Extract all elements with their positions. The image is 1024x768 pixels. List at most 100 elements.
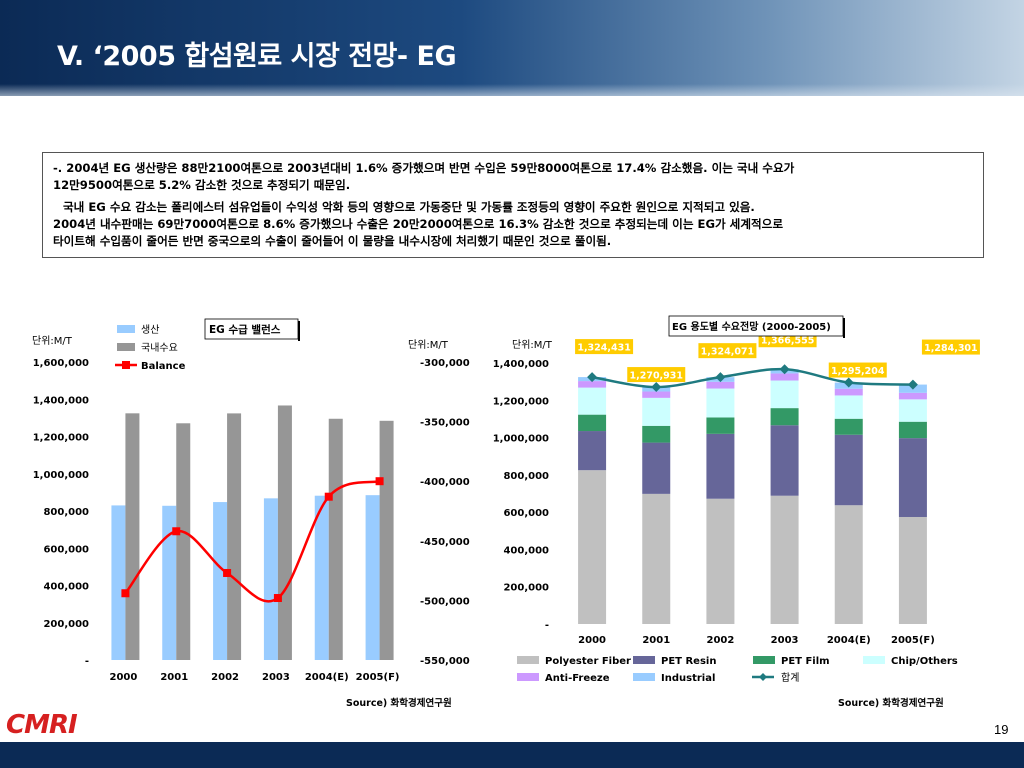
x-tick-label: 2004(E) <box>827 635 871 646</box>
summary-paragraph-2: 국내 EG 수요 감소는 폴리에스터 섬유업들이 수익성 악화 등의 영향으로 … <box>53 199 973 250</box>
y-tick-label: 200,000 <box>503 583 549 594</box>
summary-textbox: -. 2004년 EG 생산량은 88만2100여톤으로 2003년대비 1.6… <box>42 152 984 258</box>
legend-label: 국내수요 <box>141 342 178 354</box>
summary-line: 타이트해 수입품이 줄어든 반면 중국으로의 수출이 줄어들어 이 물량을 내수… <box>53 234 612 248</box>
source-label: Source) 화학경제연구원 <box>838 697 944 709</box>
stack-segment <box>770 373 799 381</box>
legend-label: Industrial <box>661 673 715 684</box>
x-tick-label: 2003 <box>262 672 290 683</box>
stack-segment <box>642 425 671 443</box>
total-label-box <box>921 339 980 355</box>
y-tick-label: 800,000 <box>503 471 549 482</box>
x-tick-label: 2000 <box>578 635 606 646</box>
bar-domestic-demand <box>277 405 292 660</box>
legend-swatch <box>517 656 539 664</box>
page-title: V. ‘2005 합섬원료 시장 전망- EG <box>57 41 457 72</box>
demand-by-use-chart: 단위:M/T - 200,000 400,000 600,000 800,000 1,000… <box>493 315 980 709</box>
y-tick-label: 400,000 <box>503 545 549 556</box>
stack-segment <box>706 388 735 418</box>
right-unit-label: 단위:M/T <box>408 338 449 351</box>
bar-production <box>263 498 278 660</box>
x-tick-label: 2005(F) <box>891 635 935 646</box>
y2-tick-label: -350,000 <box>420 418 470 429</box>
legend-label: Anti-Freeze <box>545 673 610 684</box>
legend-label: PET Resin <box>661 656 716 667</box>
legend-label: Chip/Others <box>891 656 958 667</box>
stack-segment <box>898 421 927 439</box>
summary-line: -. 2004년 EG 생산량은 88만2100여톤으로 2003년대비 1.6… <box>53 161 795 175</box>
stack-segment <box>770 495 799 624</box>
legend-label: 생산 <box>141 324 159 336</box>
summary-line: 2004년 내수판매는 69만7000여톤으로 8.6% 증가했으나 수출은 2… <box>53 217 784 231</box>
stack-segment <box>898 438 927 517</box>
bar-domestic-demand <box>125 413 140 660</box>
footer-bar <box>0 742 1024 768</box>
balance-point <box>324 492 333 501</box>
y-tick-label: 1,000,000 <box>493 434 549 445</box>
source-label: Source) 화학경제연구원 <box>346 697 452 709</box>
stack-segment <box>642 397 671 426</box>
stack-segment <box>578 381 607 388</box>
y2-tick-label: -550,000 <box>420 656 470 667</box>
legend-swatch <box>633 656 655 664</box>
chart-title: EG 수급 밸런스 <box>209 323 281 336</box>
total-label-box <box>698 343 757 359</box>
total-point <box>651 382 662 393</box>
stack-segment <box>706 498 735 624</box>
y-tick-label: 600,000 <box>43 544 89 555</box>
total-label: 1,284,301 <box>924 343 978 354</box>
balance-point <box>375 477 384 486</box>
y2-tick-label: -300,000 <box>420 358 470 369</box>
stack-segment <box>578 470 607 624</box>
stack-segment <box>834 434 863 506</box>
stack-segment <box>578 414 607 432</box>
cmri-logo: CMRI <box>6 710 79 738</box>
x-tick-label: 2000 <box>109 672 137 683</box>
summary-paragraph-1: -. 2004년 EG 생산량은 88만2100여톤으로 2003년대비 1.6… <box>53 160 973 194</box>
bar-production <box>314 495 329 660</box>
x-tick-label: 2004(E) <box>305 672 349 683</box>
stack-segment <box>898 392 927 400</box>
total-label: 1,324,071 <box>701 347 755 358</box>
header-banner <box>0 0 1024 96</box>
y-tick-label: 1,000,000 <box>33 470 89 481</box>
total-label-box <box>627 367 686 383</box>
balance-point <box>172 527 181 536</box>
summary-line: 국내 EG 수요 감소는 폴리에스터 섬유업들이 수익성 악화 등의 영향으로 … <box>63 200 755 214</box>
y2-tick-label: -400,000 <box>420 477 470 488</box>
legend-swatch <box>753 656 775 664</box>
total-label: 1,366,555 <box>761 336 815 347</box>
x-tick-label: 2002 <box>706 635 734 646</box>
legend-label: Polyester Fiber <box>545 656 631 667</box>
stack-segment <box>770 408 799 426</box>
total-point <box>587 372 598 383</box>
y2-tick-label: -500,000 <box>420 596 470 607</box>
stack-segment <box>578 431 607 471</box>
x-tick-label: 2002 <box>211 672 239 683</box>
stack-segment <box>770 380 799 409</box>
total-label: 1,324,431 <box>577 343 631 354</box>
stack-segment <box>642 442 671 494</box>
legend-label: 합계 <box>781 672 799 684</box>
bar-domestic-demand <box>328 418 343 660</box>
y2-tick-label: -450,000 <box>420 537 470 548</box>
total-point <box>907 379 918 390</box>
total-point <box>715 372 726 383</box>
total-label-box <box>828 362 887 378</box>
balance-point <box>273 594 282 603</box>
stack-segment <box>770 425 799 496</box>
y-tick-label: 800,000 <box>43 507 89 518</box>
bar-domestic-demand <box>227 413 242 660</box>
legend-swatch <box>633 673 655 681</box>
legend-swatch-marker <box>759 673 767 681</box>
bar-production <box>213 502 228 660</box>
bar-production <box>111 505 126 660</box>
y-tick-label: 400,000 <box>43 582 89 593</box>
stack-segment <box>898 399 927 422</box>
y-tick-label: 1,400,000 <box>493 359 549 370</box>
y-tick-label: 1,200,000 <box>33 433 89 444</box>
legend-label: PET Film <box>781 656 830 667</box>
y-tick-label: 1,200,000 <box>493 396 549 407</box>
balance-point <box>121 589 130 598</box>
summary-line: 12만9500여톤으로 5.2% 감소한 것으로 추정되기 때문임. <box>53 178 351 192</box>
